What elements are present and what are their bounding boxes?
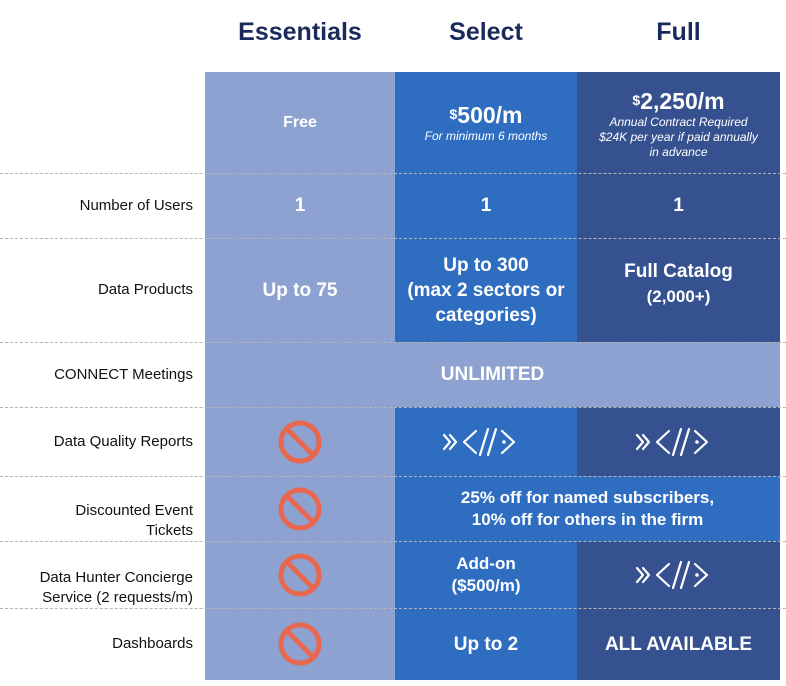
- prohibited-icon: [278, 553, 322, 596]
- price-essentials-text: Free: [283, 113, 317, 131]
- tier-header-select: Select: [449, 18, 523, 46]
- event-tickets-label-line-1: Discounted Event: [75, 502, 193, 519]
- currency-symbol: $: [632, 91, 641, 108]
- prohibited-icon: [278, 420, 322, 463]
- products-select-line-2: (max 2 sectors or: [407, 279, 565, 301]
- users-full: 1: [673, 195, 684, 216]
- row-divider: [0, 238, 786, 239]
- unlimited-text: UNLIMITED: [440, 363, 545, 385]
- price-select-note: For minimum 6 months: [424, 128, 548, 143]
- row-divider: [0, 407, 786, 408]
- row-label-data-products: Data Products: [97, 281, 193, 298]
- prohibited-icon: [278, 622, 322, 666]
- price-full-note-3: in advance: [649, 144, 708, 159]
- concierge-select-line-2: ($500/m): [451, 575, 521, 595]
- concierge-select: Add-on ($500/m): [395, 541, 577, 608]
- dashboards-full: ALL AVAILABLE: [604, 633, 753, 655]
- price-full-note-2: $24K per year if paid annually: [599, 129, 758, 144]
- code-icon: [635, 427, 708, 456]
- row-divider: [0, 476, 786, 477]
- prohibited-icon: [278, 487, 322, 530]
- concierge-full: [577, 541, 780, 608]
- products-essentials: Up to 75: [262, 279, 338, 301]
- row-divider: [0, 608, 786, 609]
- concierge-label-line-1: Data Hunter Concierge: [39, 569, 193, 586]
- quality-select: [395, 407, 577, 476]
- row-label-dashboards: Dashboards: [112, 635, 193, 652]
- row-label-users: Number of Users: [79, 196, 193, 214]
- users-essentials: 1: [294, 195, 306, 216]
- quality-essentials: [205, 407, 395, 476]
- price-select-value: 500/m: [457, 101, 523, 128]
- event-tickets-merged-cell: 25% off for named subscribers, 10% off f…: [395, 476, 780, 541]
- row-label-connect-meetings: CONNECT Meetings: [54, 365, 193, 383]
- tickets-essentials: [205, 476, 395, 541]
- tickets-discount-line-2: 10% off for others in the firm: [471, 509, 704, 529]
- products-select: Up to 300 (max 2 sectors or categories): [395, 238, 577, 342]
- event-tickets-label-line-2: Tickets: [146, 522, 193, 539]
- dashboards-essentials: [205, 608, 395, 680]
- users-select: 1: [480, 195, 492, 216]
- products-select-line-3: categories): [435, 304, 537, 326]
- code-icon: [635, 560, 708, 589]
- concierge-essentials: [205, 541, 395, 608]
- tier-header-full: Full: [656, 18, 701, 46]
- row-divider: [0, 541, 786, 542]
- concierge-label-line-2: Service (2 requests/m): [42, 589, 193, 606]
- products-select-line-1: Up to 300: [443, 254, 529, 276]
- tier-header-essentials: Essentials: [238, 18, 362, 46]
- price-select-amount: $500/m: [449, 102, 522, 129]
- row-divider: [0, 173, 786, 174]
- products-full-line-2: (2,000+): [646, 287, 711, 306]
- price-full-value: 2,250/m: [640, 87, 725, 114]
- concierge-select-line-1: Add-on: [456, 553, 516, 573]
- price-full-note-1: Annual Contract Required: [609, 114, 748, 129]
- price-full-amount: $2,250/m: [632, 88, 724, 115]
- price-essentials: Free: [205, 72, 395, 173]
- code-icon: [442, 427, 516, 456]
- row-divider: [0, 342, 786, 343]
- quality-full: [577, 407, 780, 476]
- row-label-data-quality: Data Quality Reports: [53, 432, 193, 450]
- row-label-event-tickets: Discounted Event Tickets: [0, 476, 205, 541]
- price-select: $500/m For minimum 6 months: [395, 72, 577, 173]
- row-label-concierge: Data Hunter Concierge Service (2 request…: [0, 541, 205, 608]
- dashboards-select: Up to 2: [453, 633, 519, 655]
- currency-symbol: $: [449, 105, 458, 122]
- products-full-line-1: Full Catalog: [624, 261, 733, 282]
- tickets-discount-line-1: 25% off for named subscribers,: [460, 487, 715, 507]
- products-full: Full Catalog (2,000+): [577, 238, 780, 342]
- price-full: $2,250/m Annual Contract Required $24K p…: [577, 72, 780, 173]
- connect-meetings-merged-cell: UNLIMITED: [205, 342, 780, 407]
